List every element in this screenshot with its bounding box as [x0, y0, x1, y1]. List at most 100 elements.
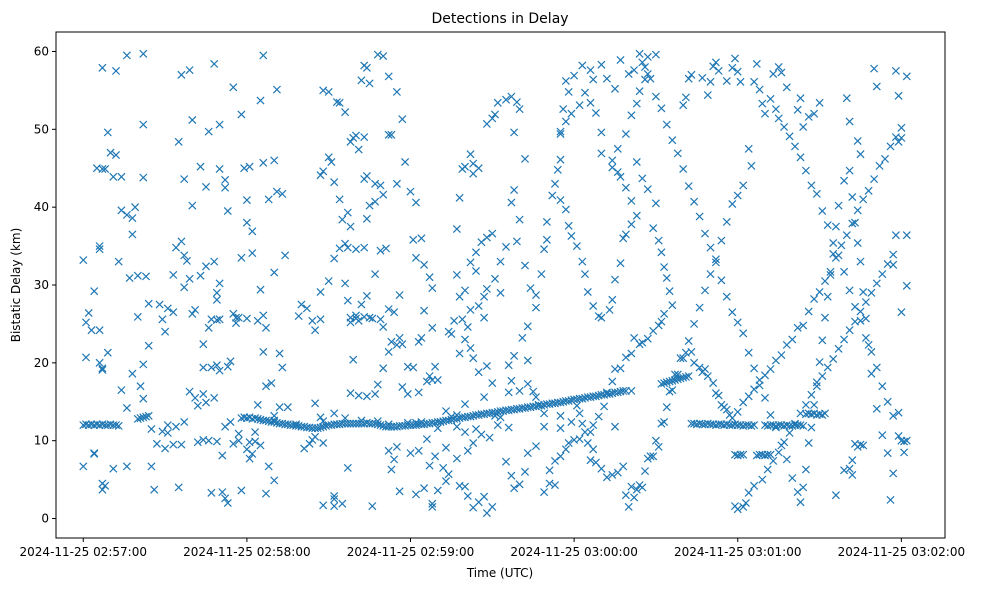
data-point: [313, 424, 322, 433]
data-point: [878, 270, 887, 279]
data-point: [362, 171, 371, 181]
data-point: [848, 456, 857, 465]
data-point: [561, 445, 570, 454]
data-point: [109, 464, 118, 473]
data-point: [229, 309, 238, 318]
data-point: [700, 286, 710, 295]
data-point: [867, 347, 876, 356]
data-point: [87, 326, 96, 335]
data-point: [515, 105, 524, 114]
data-point: [872, 82, 881, 91]
data-point: [433, 424, 442, 433]
data-point: [630, 66, 639, 75]
data-point: [594, 412, 603, 421]
data-point: [139, 173, 148, 182]
data-point: [311, 326, 320, 335]
data-point: [627, 386, 636, 395]
data-point: [387, 337, 396, 346]
data-point: [259, 158, 268, 167]
data-point: [417, 417, 426, 427]
data-point: [684, 372, 693, 381]
data-point: [665, 377, 674, 386]
data-point: [474, 368, 483, 377]
data-point: [349, 133, 358, 142]
data-point: [870, 64, 879, 73]
data-point: [673, 370, 682, 379]
data-point: [428, 502, 437, 511]
x-tick-label: 2024-11-25 02:58:00: [183, 545, 310, 559]
data-point: [799, 421, 808, 430]
data-point: [578, 394, 587, 403]
data-point: [717, 236, 726, 245]
data-point: [460, 428, 470, 437]
data-point: [455, 292, 464, 301]
data-point: [561, 117, 570, 126]
data-point: [755, 381, 764, 390]
data-point: [548, 191, 557, 200]
data-point: [777, 68, 786, 77]
data-point: [466, 258, 475, 267]
data-point: [608, 470, 617, 479]
data-point: [346, 222, 355, 231]
data-point: [319, 417, 328, 426]
data-point: [613, 388, 622, 397]
data-point: [769, 456, 778, 465]
data-point: [850, 218, 860, 227]
data-point: [133, 312, 142, 321]
data-point: [744, 348, 753, 357]
data-point: [420, 306, 429, 315]
data-point: [801, 465, 810, 474]
data-point: [818, 206, 827, 216]
data-point: [311, 399, 320, 408]
data-point: [155, 300, 164, 309]
data-point: [621, 491, 630, 500]
data-point: [572, 401, 581, 410]
data-point: [259, 51, 268, 60]
data-point: [436, 417, 445, 427]
data-point: [150, 485, 159, 494]
data-point: [556, 196, 565, 205]
data-point: [237, 253, 246, 262]
data-point: [223, 498, 232, 508]
data-point: [902, 72, 911, 81]
data-point: [403, 362, 412, 371]
data-point: [700, 365, 710, 374]
data-point: [619, 386, 628, 395]
data-point: [845, 286, 854, 295]
data-point: [360, 61, 369, 70]
data-point: [733, 191, 742, 200]
data-point: [471, 266, 481, 276]
data-point: [131, 203, 140, 212]
data-point: [406, 449, 415, 458]
data-point: [381, 244, 391, 253]
data-point: [861, 314, 870, 323]
data-point: [343, 243, 352, 252]
data-point: [728, 63, 737, 72]
data-point: [840, 267, 849, 276]
data-point: [98, 365, 107, 374]
data-point: [810, 109, 819, 118]
data-point: [226, 417, 235, 427]
data-point: [365, 201, 374, 210]
data-points: [79, 49, 911, 518]
data-point: [226, 357, 235, 366]
data-point: [425, 273, 434, 282]
data-point: [635, 87, 644, 96]
data-point: [515, 386, 524, 395]
data-point: [796, 94, 805, 103]
data-point: [109, 172, 118, 181]
data-point: [815, 287, 824, 297]
data-point: [728, 199, 737, 209]
data-point: [763, 465, 772, 474]
data-point: [766, 450, 775, 459]
data-point: [706, 243, 715, 252]
data-point: [327, 157, 336, 167]
data-point: [373, 50, 382, 59]
data-point: [324, 153, 333, 162]
data-point: [774, 62, 783, 72]
data-point: [635, 481, 644, 490]
data-point: [889, 411, 898, 420]
data-point: [240, 164, 249, 173]
data-point: [234, 429, 243, 438]
data-point: [357, 416, 366, 425]
